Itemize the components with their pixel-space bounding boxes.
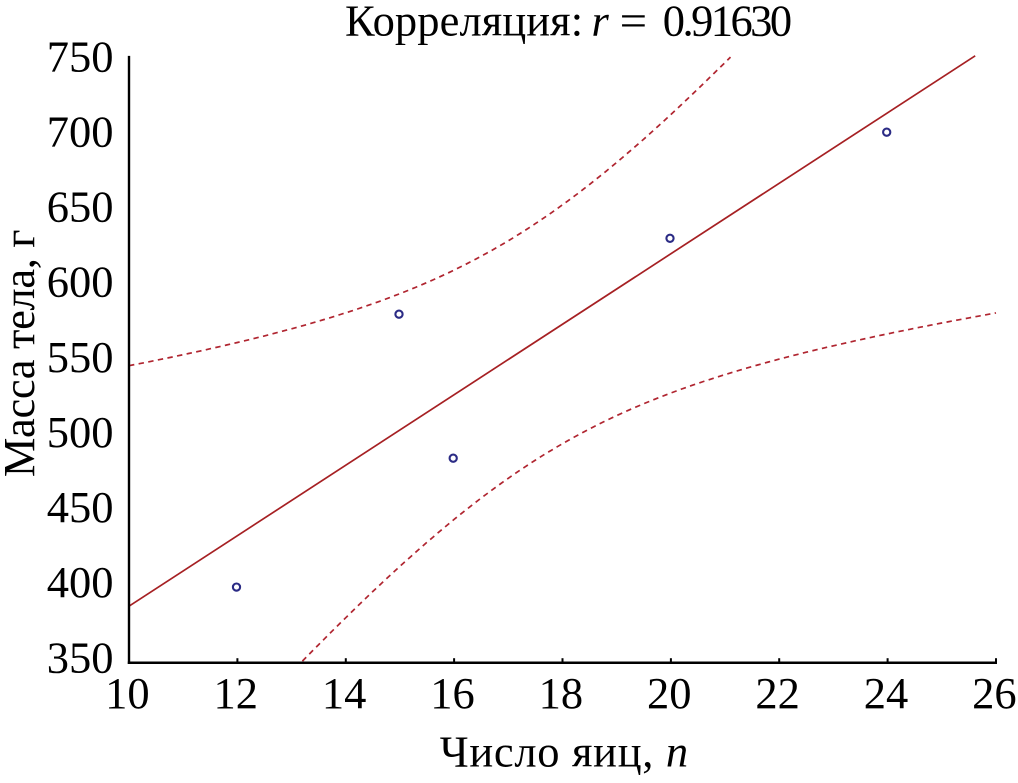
svg-text:14: 14 <box>322 668 367 718</box>
svg-text:18: 18 <box>539 668 584 718</box>
svg-text:20: 20 <box>647 668 692 718</box>
svg-text:550: 550 <box>47 332 114 382</box>
svg-text:Корреляция:: Корреляция: <box>345 0 583 46</box>
svg-text:650: 650 <box>47 182 114 232</box>
svg-text:16: 16 <box>430 668 475 718</box>
svg-text:26: 26 <box>972 668 1017 718</box>
svg-text:450: 450 <box>47 482 114 532</box>
svg-text:24: 24 <box>864 668 909 718</box>
svg-text:10: 10 <box>105 668 150 718</box>
svg-text:r: r <box>592 0 610 46</box>
svg-text:12: 12 <box>214 668 259 718</box>
svg-text:=: = <box>620 0 648 46</box>
svg-text:0.91630: 0.91630 <box>663 0 791 46</box>
svg-text:750: 750 <box>47 31 114 81</box>
svg-text:350: 350 <box>47 632 114 682</box>
svg-text:Число яиц, n: Число яиц, n <box>440 726 689 776</box>
svg-text:Масса тела, г: Масса тела, г <box>0 230 44 477</box>
svg-text:400: 400 <box>47 557 114 607</box>
svg-text:700: 700 <box>47 106 114 156</box>
svg-text:600: 600 <box>47 257 114 307</box>
svg-text:500: 500 <box>47 407 114 457</box>
svg-text:22: 22 <box>755 668 800 718</box>
